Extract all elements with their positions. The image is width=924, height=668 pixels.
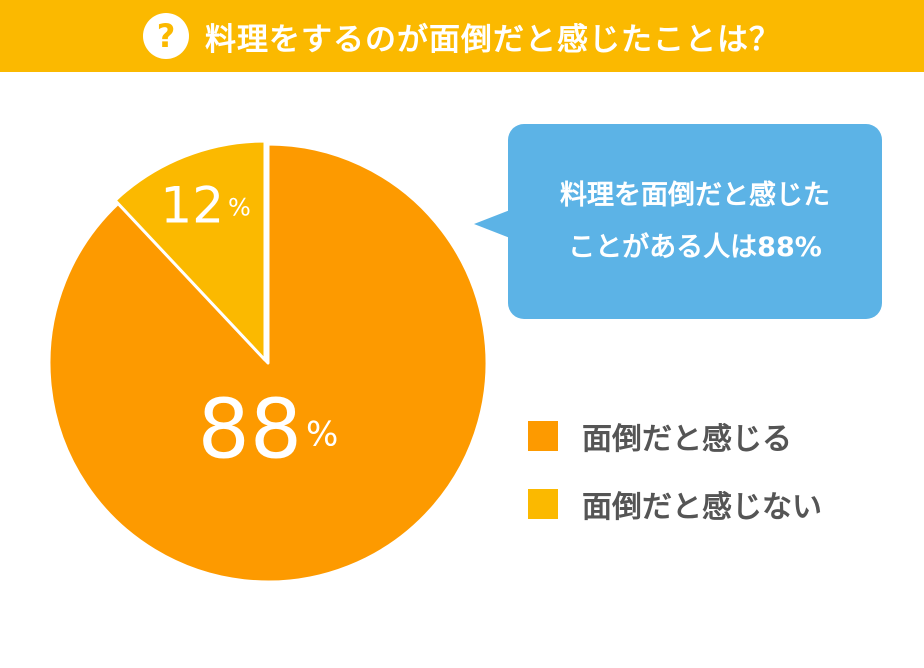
callout-tail: [474, 210, 510, 238]
legend-swatch-not-bothersome: [528, 489, 558, 519]
pie-slice-major: [47, 142, 489, 584]
legend-label-not-bothersome: 面倒だと感じない: [582, 490, 822, 525]
title-bar: ? 料理をするのが面倒だと感じたことは？: [0, 0, 924, 72]
legend-item-feel-bothersome: 面倒だと感じる: [528, 415, 822, 457]
legend: 面倒だと感じる 面倒だと感じない: [528, 415, 822, 551]
legend-swatch-feel-bothersome: [528, 421, 558, 451]
callout-bubble: 料理を面倒だと感じた ことがある人は88%: [508, 124, 882, 319]
question-icon: ?: [143, 13, 189, 59]
callout-line-1: 料理を面倒だと感じた: [560, 179, 830, 211]
page-title: 料理をするのが面倒だと感じたことは？: [205, 21, 781, 58]
legend-item-not-bothersome: 面倒だと感じない: [528, 483, 822, 525]
legend-label-feel-bothersome: 面倒だと感じる: [582, 422, 792, 457]
slice-label-minor: 12%: [160, 176, 250, 234]
slice-label-major: 88%: [198, 383, 339, 478]
callout-line-2: ことがある人は88%: [568, 231, 822, 263]
pie-slice-minor: [113, 139, 267, 362]
